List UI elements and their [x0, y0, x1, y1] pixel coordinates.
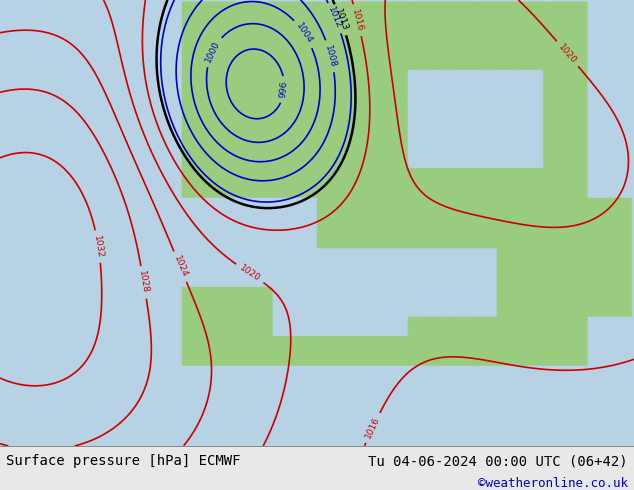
Text: Surface pressure [hPa] ECMWF: Surface pressure [hPa] ECMWF — [6, 454, 241, 468]
Text: 1008: 1008 — [323, 44, 338, 68]
Text: 1016: 1016 — [350, 8, 365, 32]
Text: 996: 996 — [279, 81, 289, 98]
Text: 1032: 1032 — [92, 235, 105, 258]
Text: 1004: 1004 — [294, 22, 314, 46]
Text: 1012: 1012 — [327, 6, 344, 30]
Text: 1016: 1016 — [364, 416, 382, 440]
Text: Tu 04-06-2024 00:00 UTC (06+42): Tu 04-06-2024 00:00 UTC (06+42) — [368, 454, 628, 468]
Text: 1028: 1028 — [138, 270, 150, 294]
Text: 1013: 1013 — [333, 7, 349, 32]
Text: ©weatheronline.co.uk: ©weatheronline.co.uk — [477, 477, 628, 490]
Text: 1000: 1000 — [204, 39, 221, 64]
Text: 1020: 1020 — [557, 42, 578, 65]
Text: 1024: 1024 — [172, 254, 189, 279]
Text: 1020: 1020 — [238, 263, 262, 283]
